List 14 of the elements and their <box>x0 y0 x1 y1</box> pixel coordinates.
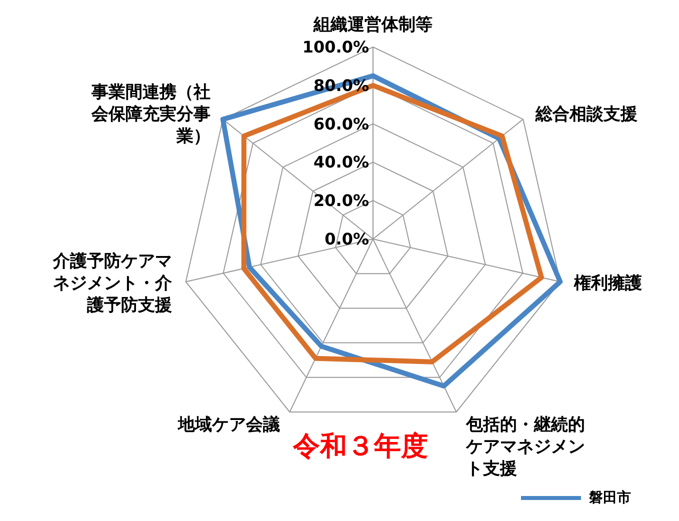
y-tick-label: 100.0% <box>302 38 369 56</box>
y-tick-label: 40.0% <box>313 152 369 172</box>
spoke-label: 包括的・継続的ケアマネジメント支援 <box>464 415 585 480</box>
spoke-label: 地域ケア会議 <box>177 415 280 436</box>
spoke-label: 総合相談支援 <box>534 104 638 124</box>
y-tick-label: 60.0% <box>313 114 369 134</box>
y-tick-label: 20.0% <box>313 191 369 210</box>
spoke-label: 権利擁護 <box>572 274 642 294</box>
spoke-label: 事業間連携（社会保障充実分事業） <box>90 82 211 146</box>
text: 令和３年度 <box>293 430 428 464</box>
spoke-label: 組織運営体制等 <box>312 15 432 35</box>
spoke-label: 介護予防ケアマネジメント・介護予防支援 <box>52 252 174 316</box>
y-tick-label: 0.0% <box>324 230 369 248</box>
legend-label: 磐田市 <box>589 489 631 507</box>
